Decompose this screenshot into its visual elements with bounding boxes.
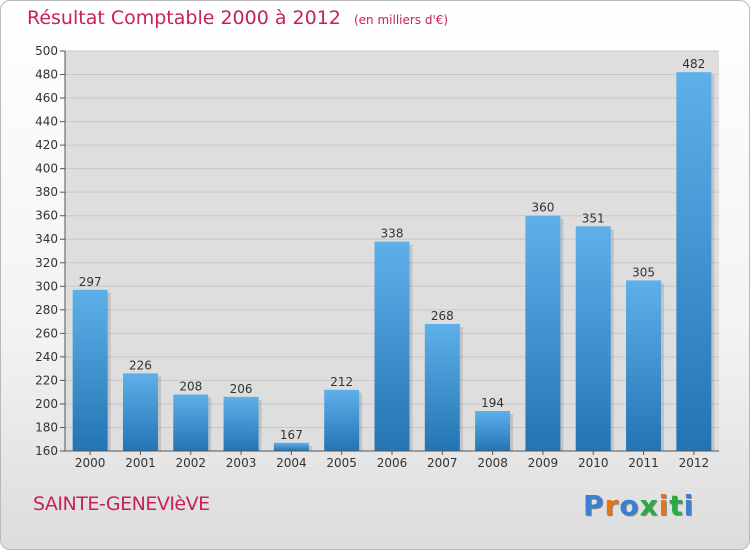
- bar-2009: [525, 215, 561, 451]
- bar-value-label: 297: [79, 275, 102, 289]
- bar-2004: [273, 442, 309, 451]
- bar-value-label: 338: [381, 227, 404, 241]
- bar-2007: [424, 323, 460, 451]
- bar-value-label: 482: [682, 57, 705, 71]
- bar-value-label: 305: [632, 265, 655, 279]
- chart-title-main: Résultat Comptable 2000 à 2012: [27, 7, 341, 29]
- bar-value-label: 194: [481, 396, 504, 410]
- x-tick-label: 2002: [175, 456, 206, 470]
- bar-2000: [72, 289, 108, 451]
- y-axis: 160 180 200 220 240 260 280 300 320 340 360 380 400 4…: [35, 44, 66, 458]
- y-tick-label: 280: [35, 303, 58, 317]
- y-tick-label: 260: [35, 326, 58, 340]
- bar-value-label: 167: [280, 428, 303, 442]
- proxiti-logo: Proxiti: [583, 489, 694, 522]
- bar-value-label: 360: [531, 201, 554, 215]
- x-tick-label: 2004: [276, 456, 307, 470]
- logo-letter: r: [604, 489, 620, 522]
- logo-letter: t: [669, 489, 684, 522]
- y-tick-label: 300: [35, 279, 58, 293]
- y-tick-label: 380: [35, 185, 58, 199]
- bar-2011: [626, 280, 662, 451]
- bar-2006: [374, 241, 410, 451]
- bar-2002: [173, 394, 209, 451]
- y-tick-label: 420: [35, 138, 58, 152]
- x-tick-label: 2011: [628, 456, 659, 470]
- logo-letter: i: [683, 489, 695, 522]
- bar-2001: [122, 373, 158, 451]
- logo-letter: i: [658, 489, 670, 522]
- bar-2008: [475, 411, 511, 451]
- y-tick-label: 440: [35, 115, 58, 129]
- y-tick-label: 480: [35, 68, 58, 82]
- logo-letter: x: [639, 489, 659, 522]
- bar-value-label: 212: [330, 375, 353, 389]
- chart-subtitle: (en milliers d'€): [353, 13, 449, 27]
- logo-letter: o: [619, 489, 640, 522]
- y-tick-label: 400: [35, 162, 58, 176]
- x-tick-label: 2012: [679, 456, 710, 470]
- x-tick-label: 2006: [377, 456, 408, 470]
- y-tick-label: 500: [35, 44, 58, 58]
- y-tick-label: 240: [35, 350, 58, 364]
- bars: 297 226 208 206 167 212 338 268 194 360 351 305 482: [72, 57, 715, 452]
- bar-value-label: 206: [230, 382, 253, 396]
- x-tick-label: 2010: [578, 456, 609, 470]
- y-tick-label: 180: [35, 420, 58, 434]
- bar-value-label: 268: [431, 309, 454, 323]
- logo-letter: P: [583, 489, 605, 522]
- y-tick-label: 340: [35, 232, 58, 246]
- x-axis: 2000 2001 2002 2003 2004 2005 2006 2007 2008 2009…: [65, 450, 719, 470]
- y-tick-label: 200: [35, 397, 58, 411]
- y-tick-label: 220: [35, 373, 58, 387]
- bar-2003: [223, 396, 259, 451]
- x-tick-label: 2000: [75, 456, 106, 470]
- x-tick-label: 2001: [125, 456, 156, 470]
- y-tick-label: 360: [35, 209, 58, 223]
- x-tick-label: 2008: [477, 456, 508, 470]
- y-tick-label: 160: [35, 444, 58, 458]
- bar-2010: [575, 226, 611, 451]
- bar-value-label: 351: [582, 211, 605, 225]
- y-tick-label: 320: [35, 256, 58, 270]
- city-name: SAINTE-GENEVIèVE: [33, 493, 210, 515]
- bar-value-label: 226: [129, 358, 152, 372]
- bar-value-label: 208: [179, 380, 202, 394]
- x-tick-label: 2007: [427, 456, 458, 470]
- chart-title: Résultat Comptable 2000 à 2012 (en milli…: [27, 7, 448, 29]
- x-tick-label: 2009: [528, 456, 559, 470]
- bar-2012: [676, 72, 712, 452]
- bar-2005: [324, 389, 360, 451]
- x-tick-label: 2003: [226, 456, 257, 470]
- x-tick-label: 2005: [326, 456, 357, 470]
- y-tick-label: 460: [35, 91, 58, 105]
